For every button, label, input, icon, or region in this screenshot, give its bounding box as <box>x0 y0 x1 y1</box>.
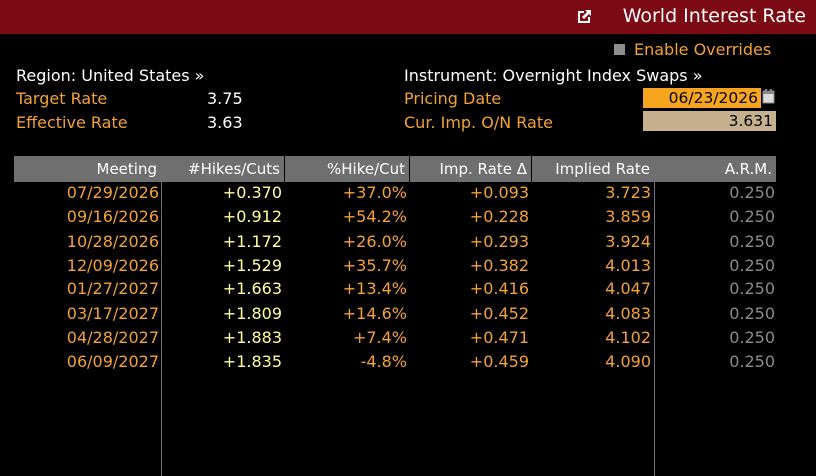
cur-imp-rate-label: Cur. Imp. O/N Rate <box>404 113 553 132</box>
cell-arm: 0.250 <box>729 352 775 371</box>
calendar-icon[interactable] <box>762 89 775 105</box>
cell-meeting: 01/27/2027 <box>66 279 159 298</box>
header-pct-hike-cut[interactable]: %Hike/Cut <box>285 156 409 182</box>
cell-arm: 0.250 <box>729 304 775 323</box>
effective-rate-value: 3.63 <box>207 113 243 132</box>
cell-pct-hike-cut: -4.8% <box>360 352 407 371</box>
cell-imp-rate-delta: +0.228 <box>469 207 529 226</box>
target-rate-label: Target Rate <box>16 89 108 108</box>
cell-meeting: 10/28/2026 <box>66 232 159 251</box>
table-row[interactable]: 01/27/2027 +1.663 +13.4% +0.416 4.047 0.… <box>14 277 776 301</box>
cell-implied-rate: 3.723 <box>605 183 651 202</box>
region-selector[interactable]: Region: United States » <box>16 66 205 85</box>
table-row[interactable]: 12/09/2026 +1.529 +35.7% +0.382 4.013 0.… <box>14 254 776 278</box>
column-divider <box>654 156 655 476</box>
cell-imp-rate-delta: +0.471 <box>469 328 529 347</box>
table-row[interactable]: 07/29/2026 +0.370 +37.0% +0.093 3.723 0.… <box>14 181 776 205</box>
cell-hikes-cuts: +1.809 <box>222 304 282 323</box>
pricing-date-input[interactable]: 06/23/2026 <box>643 88 761 108</box>
cell-imp-rate-delta: +0.382 <box>469 256 529 275</box>
cell-pct-hike-cut: +13.4% <box>342 279 407 298</box>
cell-implied-rate: 3.924 <box>605 232 651 251</box>
cell-arm: 0.250 <box>729 279 775 298</box>
instrument-selector[interactable]: Instrument: Overnight Index Swaps » <box>404 66 703 85</box>
cur-imp-rate-input[interactable]: 3.631 <box>643 111 776 131</box>
cell-pct-hike-cut: +7.4% <box>352 328 407 347</box>
table-row[interactable]: 06/09/2027 +1.835 -4.8% +0.459 4.090 0.2… <box>14 350 776 374</box>
external-link-icon[interactable] <box>575 8 593 26</box>
cell-implied-rate: 4.090 <box>605 352 651 371</box>
cell-pct-hike-cut: +37.0% <box>342 183 407 202</box>
header-implied-rate[interactable]: Implied Rate <box>532 156 654 182</box>
table-row[interactable]: 10/28/2026 +1.172 +26.0% +0.293 3.924 0.… <box>14 230 776 254</box>
cell-hikes-cuts: +1.529 <box>222 256 282 275</box>
cell-imp-rate-delta: +0.459 <box>469 352 529 371</box>
target-rate-value: 3.75 <box>207 89 243 108</box>
cell-meeting: 09/16/2026 <box>66 207 159 226</box>
cell-pct-hike-cut: +14.6% <box>342 304 407 323</box>
cell-meeting: 03/17/2027 <box>66 304 159 323</box>
cell-hikes-cuts: +1.835 <box>222 352 282 371</box>
cell-imp-rate-delta: +0.093 <box>469 183 529 202</box>
cell-pct-hike-cut: +35.7% <box>342 256 407 275</box>
header-imp-rate-delta[interactable]: Imp. Rate Δ <box>410 156 531 182</box>
window-title: World Interest Rate <box>622 5 806 27</box>
cell-implied-rate: 4.083 <box>605 304 651 323</box>
cell-meeting: 06/09/2027 <box>66 352 159 371</box>
cell-hikes-cuts: +0.912 <box>222 207 282 226</box>
header-meeting[interactable]: Meeting <box>14 156 161 182</box>
cell-implied-rate: 4.047 <box>605 279 651 298</box>
pricing-date-label: Pricing Date <box>404 89 502 108</box>
cell-meeting: 07/29/2026 <box>66 183 159 202</box>
cell-meeting: 12/09/2026 <box>66 256 159 275</box>
table-row[interactable]: 09/16/2026 +0.912 +54.2% +0.228 3.859 0.… <box>14 205 776 229</box>
cell-imp-rate-delta: +0.416 <box>469 279 529 298</box>
column-divider <box>161 156 162 476</box>
cell-implied-rate: 3.859 <box>605 207 651 226</box>
cell-arm: 0.250 <box>729 183 775 202</box>
enable-overrides-checkbox[interactable] <box>614 44 625 55</box>
cell-arm: 0.250 <box>729 232 775 251</box>
table-row[interactable]: 04/28/2027 +1.883 +7.4% +0.471 4.102 0.2… <box>14 326 776 350</box>
cell-implied-rate: 4.013 <box>605 256 651 275</box>
cell-arm: 0.250 <box>729 207 775 226</box>
header-hikes-cuts[interactable]: #Hikes/Cuts <box>162 156 284 182</box>
cell-hikes-cuts: +1.172 <box>222 232 282 251</box>
cell-implied-rate: 4.102 <box>605 328 651 347</box>
rates-table: Meeting #Hikes/Cuts %Hike/Cut Imp. Rate … <box>14 156 776 476</box>
cell-arm: 0.250 <box>729 256 775 275</box>
cell-hikes-cuts: +1.663 <box>222 279 282 298</box>
title-bar: World Interest Rate <box>0 0 816 34</box>
cell-hikes-cuts: +1.883 <box>222 328 282 347</box>
cell-meeting: 04/28/2027 <box>66 328 159 347</box>
cell-hikes-cuts: +0.370 <box>222 183 282 202</box>
cell-pct-hike-cut: +26.0% <box>342 232 407 251</box>
table-row[interactable]: 03/17/2027 +1.809 +14.6% +0.452 4.083 0.… <box>14 302 776 326</box>
cell-imp-rate-delta: +0.452 <box>469 304 529 323</box>
cell-arm: 0.250 <box>729 328 775 347</box>
effective-rate-label: Effective Rate <box>16 113 128 132</box>
header-arm[interactable]: A.R.M. <box>655 156 776 182</box>
enable-overrides-label[interactable]: Enable Overrides <box>634 40 772 59</box>
cell-imp-rate-delta: +0.293 <box>469 232 529 251</box>
cell-pct-hike-cut: +54.2% <box>342 207 407 226</box>
